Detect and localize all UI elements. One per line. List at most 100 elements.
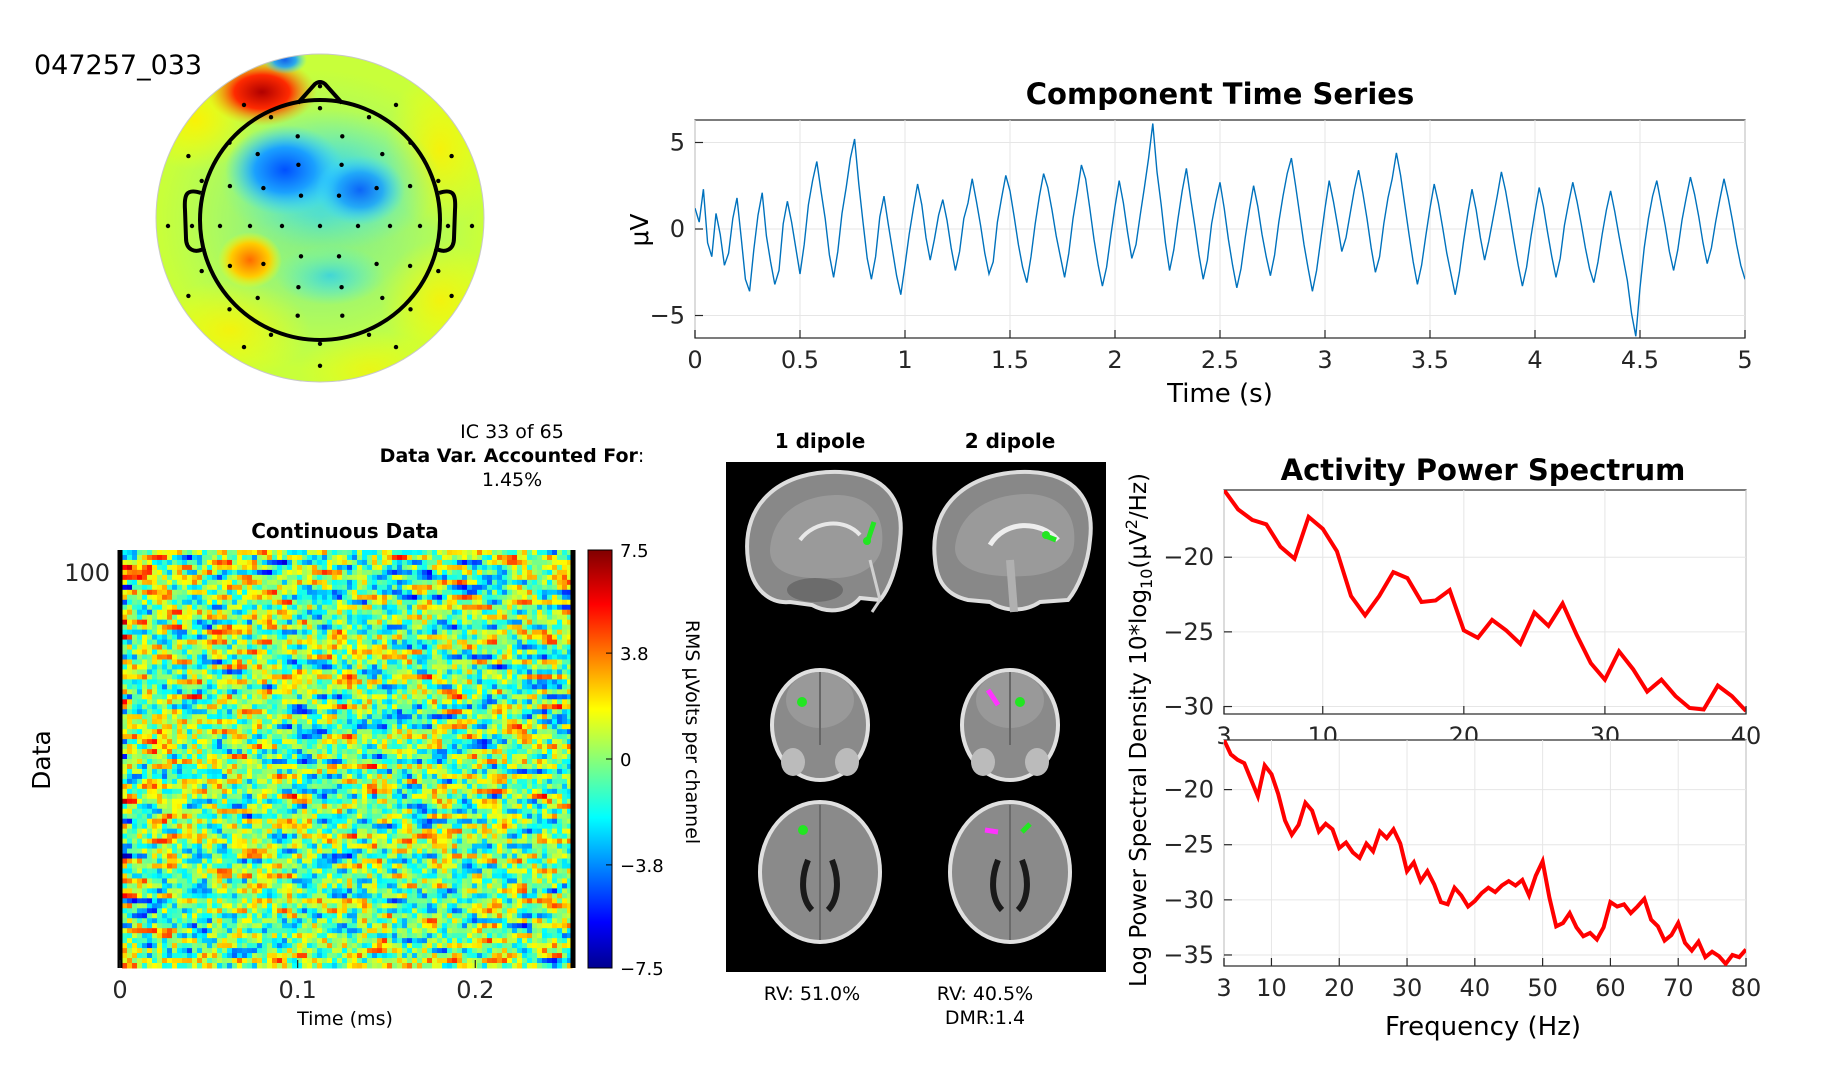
heatmap-cell	[252, 689, 258, 695]
heatmap-cell	[262, 719, 268, 725]
heatmap-cell	[412, 679, 418, 685]
heatmap-cell	[202, 783, 208, 790]
heatmap-cell	[172, 619, 178, 626]
heatmap-cell	[447, 694, 453, 700]
heatmap-cell	[542, 684, 548, 690]
heatmap-cell	[342, 798, 348, 805]
heatmap-cell	[527, 664, 533, 670]
heatmap-cell	[527, 719, 533, 725]
heatmap-cell	[407, 569, 413, 576]
heatmap-cell	[247, 609, 253, 616]
heatmap-cell	[407, 803, 413, 810]
heatmap-cell	[427, 594, 433, 601]
heatmap-cell	[347, 719, 353, 725]
heatmap-cell	[262, 763, 268, 770]
heatmap-cell	[477, 599, 483, 606]
heatmap-cell	[222, 639, 228, 646]
heatmap-cell	[552, 773, 558, 780]
heatmap-cell	[142, 624, 148, 631]
heatmap-cell	[162, 579, 168, 586]
heatmap-cell	[332, 614, 338, 621]
heatmap-cell	[247, 649, 253, 655]
heatmap-cell	[327, 679, 333, 685]
heatmap-cell	[422, 634, 428, 641]
heatmap-cell	[127, 644, 133, 651]
heatmap-cell	[327, 674, 333, 680]
heatmap-cell	[357, 699, 363, 705]
heatmap-cell	[532, 594, 538, 601]
heatmap-cell	[187, 644, 193, 651]
heatmap-cell	[562, 813, 568, 820]
heatmap-cell	[397, 604, 403, 611]
heatmap-cell	[292, 659, 298, 665]
heatmap-cell	[432, 669, 438, 675]
heatmap-cell	[207, 689, 213, 695]
heatmap-cell	[407, 609, 413, 616]
heatmap-cell	[287, 669, 293, 675]
heatmap-cell	[537, 813, 543, 820]
heatmap-cell	[312, 808, 318, 815]
heatmap-cell	[502, 644, 508, 651]
heatmap-cell	[362, 624, 368, 631]
heatmap-cell	[302, 754, 308, 760]
heatmap-cell	[447, 684, 453, 690]
heatmap-cell	[387, 754, 393, 760]
heatmap-cell	[207, 649, 213, 655]
heatmap-cell	[362, 634, 368, 641]
heatmap-cell	[292, 739, 298, 745]
heatmap-cell	[517, 778, 523, 785]
heatmap-cell	[532, 619, 538, 626]
heatmap-cell	[437, 783, 443, 790]
heatmap-cell	[532, 689, 538, 695]
heatmap-cell	[502, 734, 508, 740]
heatmap-cell	[527, 599, 533, 606]
heatmap-cell	[432, 763, 438, 770]
heatmap-cell	[502, 763, 508, 770]
heatmap-cell	[567, 768, 573, 775]
heatmap-cell	[487, 589, 493, 596]
heatmap-cell	[192, 788, 198, 795]
heatmap-cell	[457, 813, 463, 820]
heatmap-cell	[497, 614, 503, 621]
heatmap-cell	[372, 808, 378, 815]
heatmap-cell	[367, 564, 373, 571]
heatmap-cell	[472, 624, 478, 631]
heatmap-cell	[407, 659, 413, 665]
heatmap-cell	[352, 679, 358, 685]
heatmap-cell	[197, 798, 203, 805]
heatmap-cell	[432, 744, 438, 750]
heatmap-cell	[142, 599, 148, 606]
heatmap-cell	[512, 644, 518, 651]
heatmap-cell	[422, 798, 428, 805]
heatmap-cell	[397, 773, 403, 780]
heatmap-cell	[417, 619, 423, 626]
heatmap-cell	[227, 559, 233, 566]
heatmap-cell	[367, 778, 373, 785]
heatmap-cell	[492, 704, 498, 710]
heatmap-cell	[202, 550, 208, 556]
heatmap-cell	[292, 768, 298, 775]
heatmap-cell	[462, 629, 468, 636]
heatmap-cell	[282, 813, 288, 820]
heatmap-cell	[502, 664, 508, 670]
heatmap-cell	[347, 659, 353, 665]
heatmap-cell	[187, 734, 193, 740]
heatmap-cell	[517, 554, 523, 561]
heatmap-cell	[227, 788, 233, 795]
heatmap-cell	[287, 554, 293, 561]
heatmap-cell	[347, 773, 353, 780]
heatmap-cell	[372, 584, 378, 591]
heatmap-cell	[162, 664, 168, 670]
heatmap-cell	[537, 709, 543, 715]
heatmap-cell	[167, 559, 173, 566]
heatmap-cell	[247, 793, 253, 800]
heatmap-cell	[292, 709, 298, 715]
heatmap-cell	[247, 599, 253, 606]
heatmap-cell	[552, 709, 558, 715]
heatmap-cell	[217, 768, 223, 775]
heatmap-cell	[482, 664, 488, 670]
heatmap-cell	[182, 554, 188, 561]
heatmap-cell	[412, 559, 418, 566]
heatmap-cell	[422, 694, 428, 700]
heatmap-cell	[267, 763, 273, 770]
